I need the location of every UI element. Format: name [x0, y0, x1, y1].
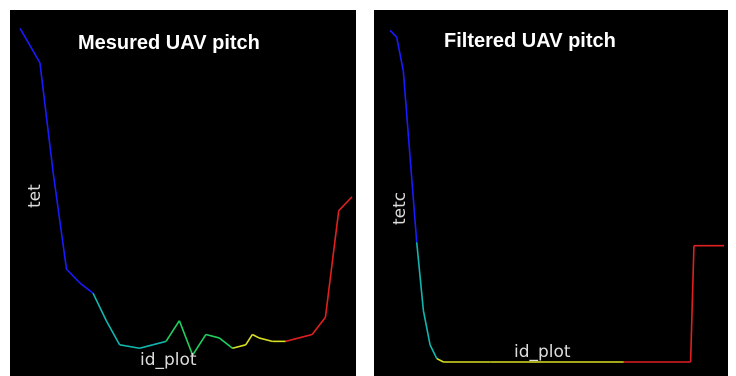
filtered-plot-title: Filtered UAV pitch	[444, 30, 616, 52]
measured-pitch-svg	[19, 27, 353, 356]
filtered-line-segment	[395, 36, 405, 72]
filtered-line-segment	[402, 71, 411, 157]
measured-line-segment	[245, 334, 254, 346]
filtered-line-segment	[689, 245, 695, 363]
measured-line-segment	[324, 210, 340, 318]
measured-line-segment	[298, 333, 313, 339]
measured-line-segment	[39, 62, 54, 173]
measured-line-segment	[218, 337, 233, 349]
measured-line-segment	[19, 27, 41, 64]
left-title-tab	[10, 0, 356, 10]
measured-x-axis-label: id_plot	[140, 350, 197, 370]
measured-line-segment	[252, 333, 260, 339]
measured-line-segment	[205, 333, 220, 339]
filtered-line-segment	[429, 344, 438, 359]
measured-line-segment	[311, 316, 327, 335]
measured-line-segment	[92, 292, 108, 322]
measured-line-segment	[139, 344, 154, 350]
measured-line-segment	[165, 320, 181, 342]
filtered-line-segment	[389, 29, 398, 38]
filtered-pitch-plot: Filtered UAV pitch tetc id_plot	[374, 10, 728, 376]
right-title-tab	[436, 0, 692, 10]
filtered-y-axis-label: tetc	[390, 191, 410, 225]
measured-pitch-plot: Mesured UAV pitch tet id_plot	[10, 10, 356, 376]
measured-line-segment	[52, 172, 68, 270]
measured-line-segment	[152, 340, 167, 346]
measured-line-segment	[178, 320, 194, 356]
filtered-x-axis-label: id_plot	[514, 342, 571, 362]
measured-line-segment	[65, 268, 81, 284]
measured-line-segment	[191, 334, 207, 356]
measured-line-segment	[105, 320, 121, 346]
measured-line-segment	[79, 282, 94, 294]
filtered-line-segment	[436, 357, 444, 363]
filtered-pitch-svg	[389, 29, 724, 363]
measured-line-segment	[232, 344, 246, 350]
measured-line-segment	[338, 196, 353, 212]
measured-line-segment	[285, 337, 300, 343]
measured-y-axis-label: tet	[25, 184, 45, 208]
measured-plot-title: Mesured UAV pitch	[78, 32, 260, 54]
measured-line-segment	[258, 337, 273, 343]
filtered-line-segment	[409, 156, 418, 243]
filtered-line-segment	[415, 242, 425, 311]
filtered-line-segment	[422, 310, 431, 346]
measured-line-segment	[119, 344, 140, 350]
